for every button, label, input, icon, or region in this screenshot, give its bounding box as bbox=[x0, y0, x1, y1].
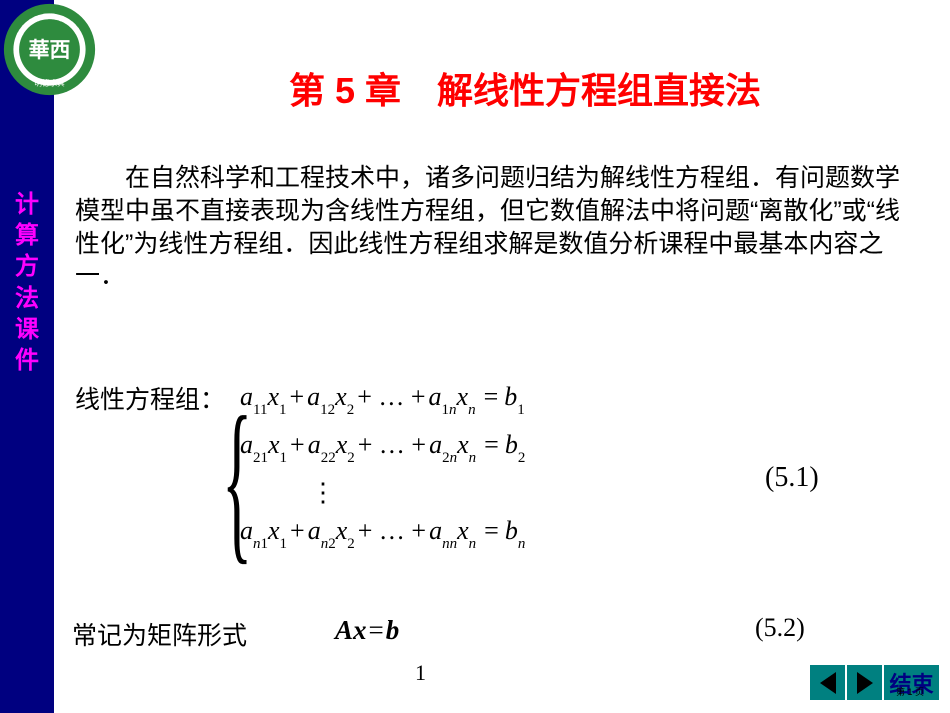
equation-number-52: (5.2) bbox=[755, 613, 805, 643]
equation-row: a11x1+a12x2+ … +a1nxn=b1 bbox=[240, 382, 525, 430]
matrix-A: A bbox=[335, 615, 353, 645]
sidebar-char: 件 bbox=[15, 348, 39, 374]
sidebar-char: 计 bbox=[15, 192, 39, 218]
matrix-eqsign: = bbox=[367, 615, 386, 645]
equation-row: an1x1+an2x2+ … +annxn=bn bbox=[240, 516, 525, 564]
arrow-left-icon bbox=[820, 672, 836, 694]
intro-text: 在自然科学和工程技术中，诸多问题归结为解线性方程组．有问题数学模型中虽不直接表现… bbox=[75, 164, 900, 290]
sidebar-char: 方 bbox=[15, 254, 39, 280]
matrix-x: x bbox=[353, 615, 367, 645]
nav-end-sublabel: 第 1 页 bbox=[896, 685, 924, 698]
sidebar-char: 课 bbox=[15, 317, 39, 343]
university-logo: UNIVERSITY 華西 明德求真 bbox=[2, 2, 97, 97]
svg-text:明德求真: 明德求真 bbox=[34, 78, 65, 88]
nav-buttons: 结束 第 1 页 bbox=[810, 665, 939, 700]
matrix-form-label: 常记为矩阵形式 bbox=[72, 616, 247, 652]
sidebar-vertical-label: 计 算 方 法 课 件 bbox=[14, 190, 40, 377]
matrix-b: b bbox=[386, 615, 400, 645]
chapter-title: 第 5 章 解线性方程组直接法 bbox=[150, 62, 900, 114]
page-number: 1 bbox=[415, 660, 426, 686]
nav-prev-button[interactable] bbox=[810, 665, 845, 700]
sidebar-char: 法 bbox=[15, 286, 39, 312]
equation-number-51: (5.1) bbox=[765, 462, 819, 494]
nav-next-button[interactable] bbox=[847, 665, 882, 700]
equation-row: a21x1+a22x2+ … +a2nxn=b2 bbox=[240, 430, 525, 478]
sidebar-char: 算 bbox=[15, 223, 39, 249]
svg-text:華西: 華西 bbox=[29, 38, 71, 62]
intro-paragraph: 在自然科学和工程技术中，诸多问题归结为解线性方程组．有问题数学模型中虽不直接表现… bbox=[75, 162, 915, 293]
nav-end-button[interactable]: 结束 第 1 页 bbox=[884, 665, 939, 700]
matrix-equation: Ax=b bbox=[335, 615, 399, 646]
linear-equations: { a11x1+a12x2+ … +a1nxn=b1 a21x1+a22x2+ … bbox=[240, 382, 525, 564]
linear-system-label: 线性方程组： bbox=[75, 380, 225, 416]
equation-vdots: ⋮ bbox=[240, 478, 525, 516]
arrow-right-icon bbox=[857, 672, 873, 694]
